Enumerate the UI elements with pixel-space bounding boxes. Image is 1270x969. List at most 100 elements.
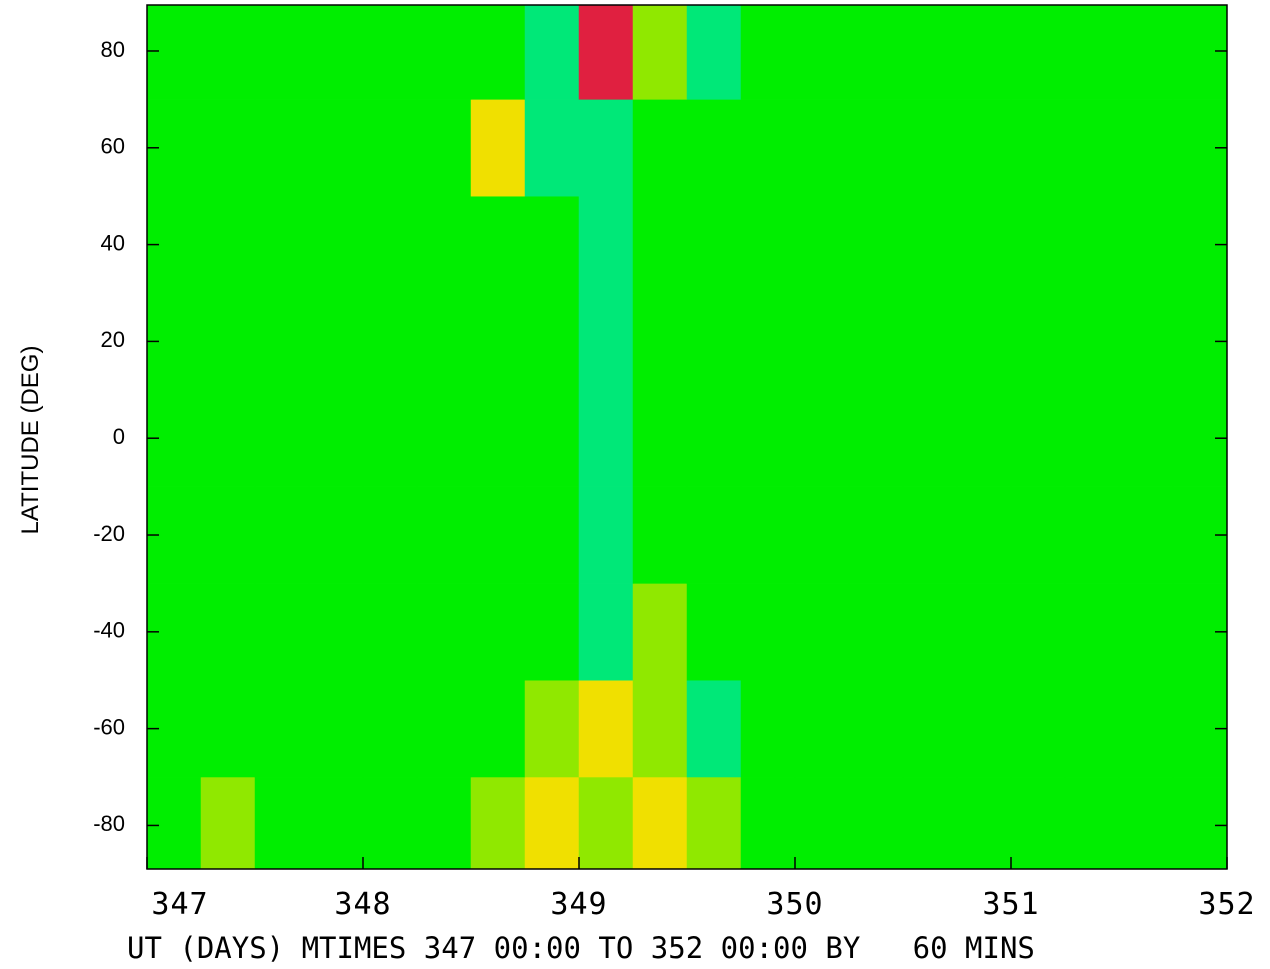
y-tick-label: -60 bbox=[93, 714, 125, 739]
field-cell bbox=[578, 99, 634, 197]
field-cell bbox=[362, 4, 418, 100]
field-cell bbox=[470, 195, 526, 294]
field-cell bbox=[416, 583, 472, 681]
field-cell bbox=[956, 195, 1012, 294]
y-axis-label: LATITUDE (DEG) bbox=[17, 346, 44, 535]
x-tick-label: 350 bbox=[766, 887, 823, 922]
field-cell bbox=[578, 195, 634, 294]
field-cell bbox=[524, 99, 580, 197]
field-cell bbox=[524, 776, 580, 870]
field-cell bbox=[1010, 583, 1066, 681]
field-cell bbox=[1010, 776, 1066, 870]
field-cell bbox=[578, 389, 634, 487]
field-cell bbox=[632, 583, 688, 681]
field-cell bbox=[686, 776, 742, 870]
field-cell bbox=[686, 486, 742, 584]
field-cell bbox=[254, 99, 310, 197]
field-cell bbox=[524, 679, 580, 778]
field-cell bbox=[1010, 99, 1066, 197]
y-tick-label: 80 bbox=[101, 37, 125, 62]
field-cell bbox=[524, 4, 580, 100]
field-cell bbox=[308, 679, 364, 778]
field-cell bbox=[362, 679, 418, 778]
field-cell bbox=[416, 679, 472, 778]
field-cell bbox=[362, 583, 418, 681]
field-cell bbox=[416, 292, 472, 391]
field-cell bbox=[200, 195, 256, 294]
field-cell bbox=[794, 4, 850, 100]
field-cell bbox=[956, 679, 1012, 778]
field-cell bbox=[740, 679, 796, 778]
x-tick-label: 349 bbox=[550, 887, 607, 922]
field-cell bbox=[794, 292, 850, 391]
field-cell bbox=[632, 195, 688, 294]
field-cell bbox=[146, 4, 202, 100]
field-cell bbox=[416, 4, 472, 100]
field-cell bbox=[956, 776, 1012, 870]
field-cell bbox=[308, 486, 364, 584]
field-cell bbox=[1064, 195, 1120, 294]
field-cell bbox=[1064, 776, 1120, 870]
field-cell bbox=[524, 195, 580, 294]
field-cell bbox=[362, 195, 418, 294]
field-cell bbox=[416, 389, 472, 487]
field-cell bbox=[200, 292, 256, 391]
field-cell bbox=[200, 99, 256, 197]
y-tick-label: -80 bbox=[93, 811, 125, 836]
y-tick-label: -20 bbox=[93, 521, 125, 546]
field-cell bbox=[902, 486, 958, 584]
field-cell bbox=[632, 486, 688, 584]
field-cell bbox=[1118, 583, 1174, 681]
field-cell bbox=[200, 4, 256, 100]
field-cell bbox=[470, 486, 526, 584]
field-cell bbox=[470, 679, 526, 778]
field-cell bbox=[902, 99, 958, 197]
field-cell bbox=[956, 389, 1012, 487]
field-cell bbox=[146, 776, 202, 870]
field-cell bbox=[740, 99, 796, 197]
field-cell bbox=[740, 776, 796, 870]
y-tick-label: -40 bbox=[93, 618, 125, 643]
field-cell bbox=[686, 679, 742, 778]
field-cell bbox=[740, 4, 796, 100]
field-cell bbox=[470, 389, 526, 487]
field-cell bbox=[632, 4, 688, 100]
field-cell bbox=[1064, 679, 1120, 778]
field-cell bbox=[200, 486, 256, 584]
field-cell bbox=[1064, 389, 1120, 487]
y-tick-label: 20 bbox=[101, 327, 125, 352]
field-cell bbox=[362, 776, 418, 870]
field-cell bbox=[902, 583, 958, 681]
field-cell bbox=[956, 292, 1012, 391]
field-cell bbox=[254, 4, 310, 100]
field-cell bbox=[308, 99, 364, 197]
field-cell bbox=[1118, 4, 1174, 100]
field-cell bbox=[416, 99, 472, 197]
field-cell bbox=[686, 583, 742, 681]
field-cell bbox=[902, 195, 958, 294]
field-cell bbox=[686, 292, 742, 391]
field-cell bbox=[632, 776, 688, 870]
field-cell bbox=[632, 389, 688, 487]
field-cell bbox=[578, 4, 634, 100]
field-cell bbox=[686, 4, 742, 100]
field-cell bbox=[1010, 292, 1066, 391]
field-cell bbox=[200, 679, 256, 778]
field-cell bbox=[1064, 4, 1120, 100]
field-cell bbox=[308, 776, 364, 870]
field-cell bbox=[1010, 4, 1066, 100]
field-cell bbox=[1118, 389, 1174, 487]
field-cell bbox=[740, 583, 796, 681]
field-cell bbox=[1010, 389, 1066, 487]
field-cell bbox=[1118, 679, 1174, 778]
field-cell bbox=[254, 486, 310, 584]
field-cell bbox=[902, 389, 958, 487]
field-cell bbox=[632, 99, 688, 197]
field-cell bbox=[1172, 4, 1228, 100]
field-cell bbox=[578, 583, 634, 681]
field-cell bbox=[902, 4, 958, 100]
field-cell bbox=[848, 292, 904, 391]
field-cell bbox=[1118, 292, 1174, 391]
